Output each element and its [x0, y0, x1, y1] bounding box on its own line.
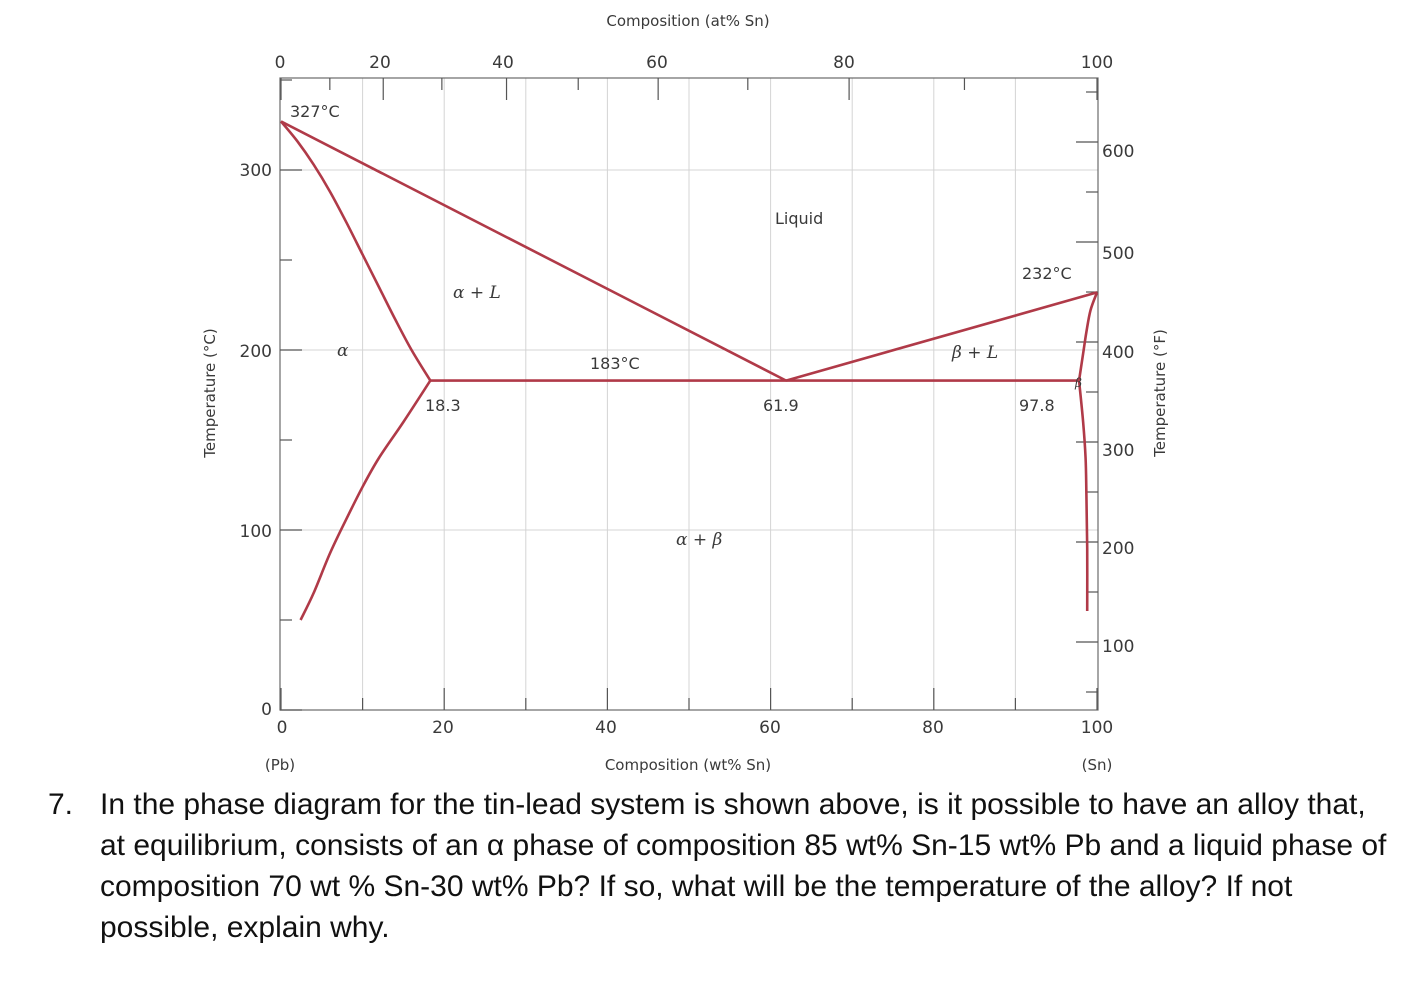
beta-region-label: β — [1074, 376, 1082, 390]
beta-comp-label: 97.8 — [1019, 396, 1055, 415]
alpha-liquid-region-label: α + L — [453, 283, 501, 303]
right-tick-label: 300 — [1102, 441, 1134, 461]
liquidus-left-curve — [280, 120, 787, 382]
liquidus-right-curve — [785, 291, 1098, 382]
eutectic-comp-label: 61.9 — [763, 396, 799, 415]
right-tick-label: 400 — [1102, 343, 1134, 363]
bottom-tick-label: 100 — [1081, 718, 1113, 738]
top-tick-label: 60 — [646, 53, 668, 73]
left-tick-label: 100 — [240, 522, 272, 542]
solvus-beta-curve — [1077, 380, 1089, 612]
pb-end-label: (Pb) — [265, 756, 295, 774]
right-tick-label: 600 — [1102, 142, 1134, 162]
grid — [280, 78, 1098, 710]
right-tick-label: 200 — [1102, 539, 1134, 559]
bottom-tick-label: 0 — [277, 718, 288, 738]
sn-melting-label: 232°C — [1022, 264, 1072, 283]
top-tick-label: 100 — [1081, 53, 1113, 73]
eutectic-temp-label: 183°C — [590, 354, 640, 373]
bottom-tick-label: 20 — [432, 718, 454, 738]
left-tick-label: 200 — [240, 342, 272, 362]
liquid-region-label: Liquid — [775, 209, 823, 228]
top-axis-title: Composition (at% Sn) — [606, 12, 769, 30]
top-tick-label: 40 — [492, 53, 514, 73]
question-number: 7. — [48, 788, 74, 821]
bottom-tick-label: 60 — [759, 718, 781, 738]
phase-diagram-chart: Composition (at% Sn) Composition (wt% Sn… — [0, 0, 1414, 780]
solvus-alpha-curve — [299, 379, 432, 621]
bottom-tick-label: 80 — [922, 718, 944, 738]
bottom-tick-label: 40 — [595, 718, 617, 738]
alpha-comp-label: 18.3 — [425, 396, 461, 415]
solidus-alpha-curve — [279, 120, 432, 382]
left-axis-title: Temperature (°C) — [201, 328, 219, 458]
top-tick-label: 0 — [275, 53, 286, 73]
solidus-beta-curve — [1077, 291, 1099, 381]
pb-melting-label: 327°C — [290, 102, 340, 121]
bottom-axis-title: Composition (wt% Sn) — [605, 756, 771, 774]
beta-liquid-region-label: β + L — [951, 343, 998, 363]
right-tick-label: 500 — [1102, 244, 1134, 264]
top-tick-label: 80 — [833, 53, 855, 73]
right-axis-title: Temperature (°F) — [1151, 329, 1169, 458]
question-text: In the phase diagram for the tin-lead sy… — [100, 788, 1387, 944]
alpha-region-label: α — [337, 341, 349, 361]
alpha-beta-region-label: α + β — [676, 530, 723, 550]
sn-end-label: (Sn) — [1082, 756, 1113, 774]
axis-ticks — [280, 78, 1098, 711]
top-tick-label: 20 — [369, 53, 391, 73]
chart-background — [0, 0, 1414, 780]
phase-boundaries — [279, 120, 1099, 621]
left-tick-label: 300 — [240, 161, 272, 181]
right-tick-label: 100 — [1102, 637, 1134, 657]
left-tick-label: 0 — [261, 700, 272, 720]
